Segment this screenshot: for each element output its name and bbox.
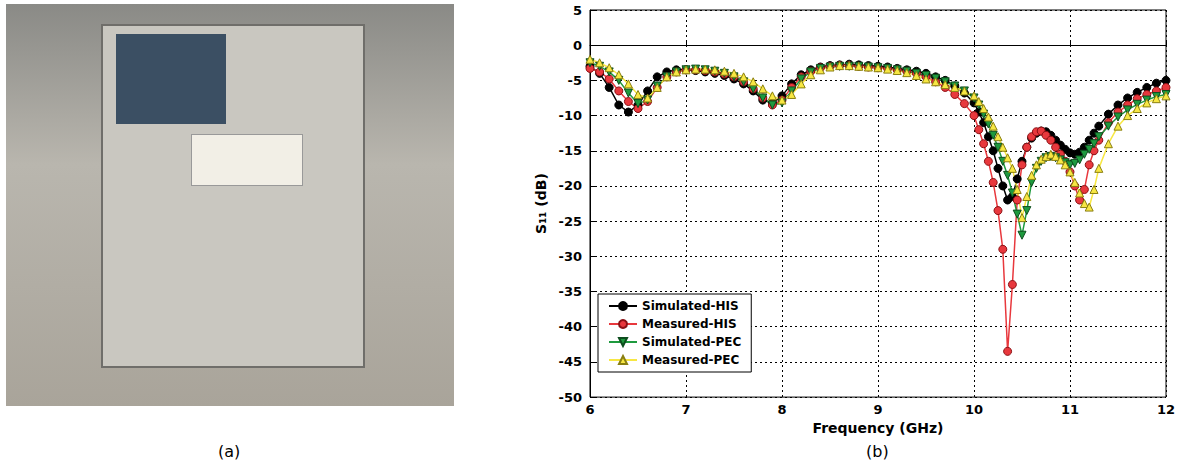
svg-text:-40: -40	[559, 319, 583, 334]
html-text:(a): (a)	[218, 442, 241, 461]
svg-text:Simulated-HIS: Simulated-HIS	[642, 299, 739, 313]
svg-text:5: 5	[573, 3, 582, 18]
svg-text:7: 7	[681, 402, 690, 417]
svg-text:Measured-HIS: Measured-HIS	[642, 317, 737, 331]
html-text:(b): (b)	[866, 442, 889, 461]
svg-text:9: 9	[873, 402, 882, 417]
svg-text:-10: -10	[559, 108, 583, 123]
svg-text:-35: -35	[559, 284, 583, 299]
svg-text:0: 0	[573, 38, 582, 53]
svg-text:-15: -15	[559, 143, 583, 158]
svg-text:-50: -50	[559, 390, 583, 405]
svg-text:6: 6	[585, 402, 594, 417]
svg-text:-25: -25	[559, 214, 583, 229]
svg-text:Simulated-PEC: Simulated-PEC	[642, 335, 741, 349]
svg-text:11: 11	[1061, 402, 1079, 417]
svg-text:-20: -20	[559, 178, 583, 193]
svg-text:Frequency (GHz): Frequency (GHz)	[813, 420, 944, 436]
svg-text:8: 8	[777, 402, 786, 417]
svg-text:Measured-PEC: Measured-PEC	[642, 353, 739, 367]
svg-text:S₁₁ (dB): S₁₁ (dB)	[533, 173, 549, 234]
svg-text:-5: -5	[568, 73, 582, 88]
svg-text:12: 12	[1157, 402, 1175, 417]
svg-text:10: 10	[965, 402, 983, 417]
svg-text:-30: -30	[559, 249, 583, 264]
svg-text:-45: -45	[559, 354, 583, 369]
